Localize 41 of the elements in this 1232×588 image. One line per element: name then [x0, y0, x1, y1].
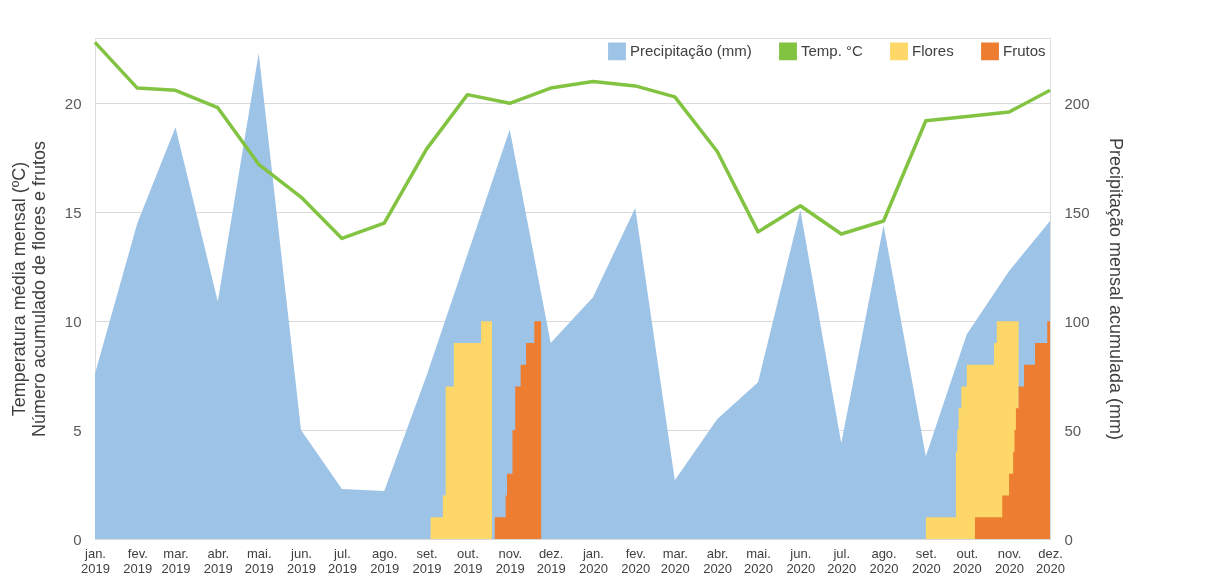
y2-axis-title: Precipitação mensal acumulada (mm) — [1105, 137, 1126, 441]
x-tick-label: fev. 2020 — [621, 545, 651, 576]
x-tick-label: nov. 2020 — [995, 545, 1025, 576]
x-tick-label: fev. 2019 — [123, 545, 153, 576]
x-tick-label: ago. 2020 — [869, 545, 899, 576]
y-tick-label: 5 — [73, 421, 82, 439]
y2-tick-label: 150 — [1064, 203, 1090, 221]
x-tick-label: dez. 2020 — [1036, 545, 1065, 576]
y-axis-title: Temperatura média mensal (ºC) Número acumulado de flores e frutos — [8, 140, 49, 438]
x-tick-label: jan. 2020 — [579, 545, 608, 576]
y-tick-label: 15 — [64, 203, 82, 221]
x-tick-label: set. 2020 — [911, 545, 941, 576]
y2-tick-label: 100 — [1064, 312, 1090, 330]
y-tick-label: 0 — [73, 530, 82, 548]
y2-tick-label: 0 — [1064, 530, 1073, 548]
x-tick-label: nov. 2019 — [495, 545, 525, 576]
y-tick-label: 10 — [64, 312, 82, 330]
legend-label: Temp. °C — [801, 42, 864, 60]
x-tick-label: set. 2019 — [412, 545, 442, 576]
x-tick-label: jul. 2019 — [327, 545, 357, 576]
x-tick-label: jul. 2020 — [827, 545, 857, 576]
y2-tick-label: 50 — [1064, 421, 1082, 439]
x-tick-label: abr. 2020 — [703, 545, 733, 576]
x-tick-label: jan. 2019 — [81, 545, 110, 576]
y2-tick-label: 200 — [1064, 94, 1090, 112]
x-tick-label: out. 2019 — [453, 545, 483, 576]
legend-label: Frutos — [1003, 42, 1046, 60]
legend-label: Flores — [912, 42, 954, 60]
x-tick-label: dez. 2019 — [536, 545, 566, 576]
x-tick-label: mar. 2020 — [660, 545, 690, 576]
y-tick-label: 20 — [64, 94, 82, 112]
x-tick-label: mar. 2019 — [161, 545, 191, 576]
x-tick-label: ago. 2019 — [370, 545, 400, 576]
x-tick-label: jun. 2020 — [786, 545, 816, 576]
x-tick-label: mai. 2020 — [744, 545, 773, 576]
legend-label: Precipitação (mm) — [630, 42, 752, 60]
x-tick-label: mai. 2019 — [244, 545, 274, 576]
line-series — [93, 40, 1052, 241]
x-tick-label: jun. 2019 — [287, 545, 316, 576]
x-tick-label: abr. 2019 — [203, 545, 233, 576]
x-tick-label: out. 2020 — [952, 545, 982, 576]
